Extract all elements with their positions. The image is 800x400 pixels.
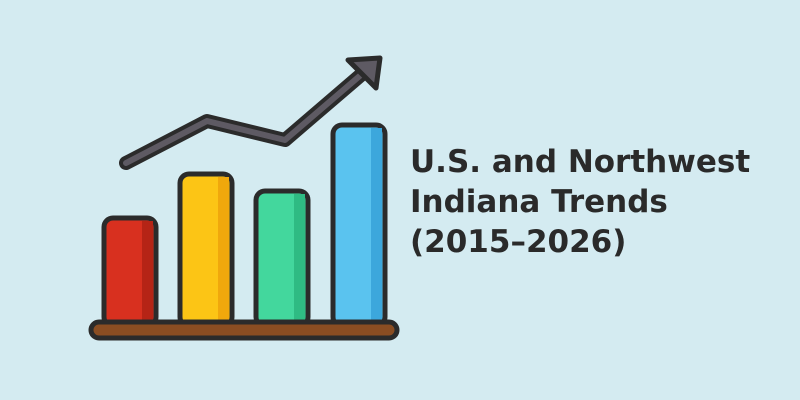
chart-icon bbox=[88, 55, 400, 341]
icon-bar-shade bbox=[142, 221, 153, 323]
icon-bar-shade bbox=[218, 177, 229, 323]
icon-arrow-line bbox=[123, 71, 365, 166]
icon-base bbox=[88, 319, 400, 341]
icon-bar-shade bbox=[371, 128, 382, 323]
title-line: Indiana Trends bbox=[410, 184, 668, 220]
title-line: (2015–2026) bbox=[410, 224, 626, 260]
title-line: U.S. and Northwest bbox=[410, 144, 750, 180]
icon-bar-shade bbox=[294, 194, 305, 323]
icon-arrow-head bbox=[345, 55, 383, 91]
